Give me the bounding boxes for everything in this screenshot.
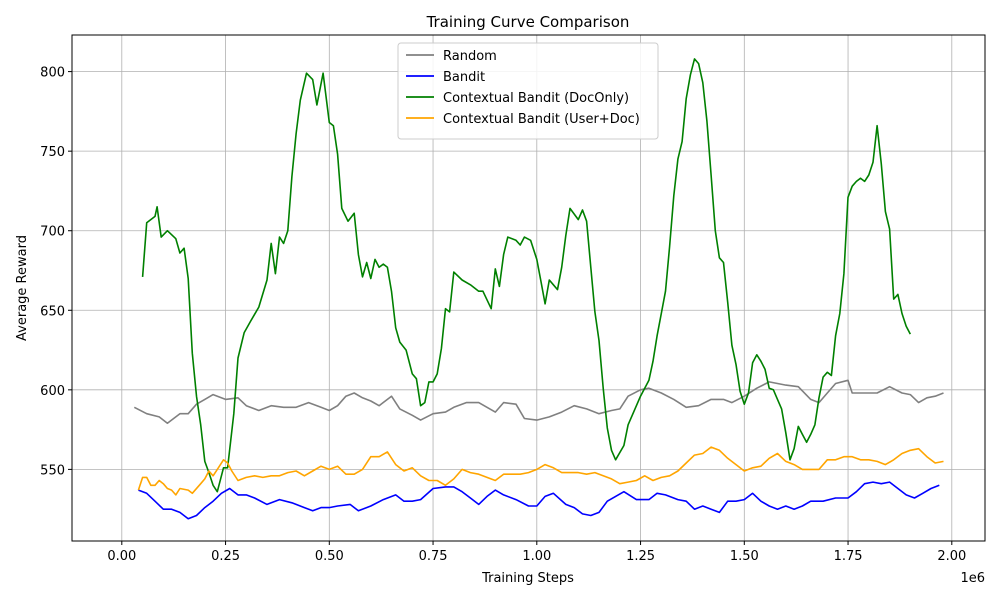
plot-area-frame xyxy=(71,34,986,542)
y-tick-label: 600 xyxy=(40,384,65,399)
x-axis-ticks: 0.00 0.25 0.50 0.75 1.00 1.25 1.50 1.75 2.00 xyxy=(107,541,966,564)
legend-label: Contextual Bandit (DocOnly) xyxy=(443,91,629,106)
x-tick-label: 2.00 xyxy=(937,549,966,564)
legend-label: Contextual Bandit (User+Doc) xyxy=(443,112,640,127)
x-axis-label: Training Steps xyxy=(481,571,574,586)
y-tick-label: 650 xyxy=(40,304,65,319)
legend-box xyxy=(397,42,659,140)
x-tick-label: 1.50 xyxy=(730,549,759,564)
y-tick-label: 700 xyxy=(40,225,65,240)
y-tick-label: 800 xyxy=(40,66,65,81)
x-tick-label: 0.00 xyxy=(107,549,136,564)
y-axis-ticks: 550 600 650 700 750 800 xyxy=(40,66,72,478)
x-tick-label: 0.75 xyxy=(419,549,448,564)
y-tick-label: 550 xyxy=(40,463,65,478)
chart-title: Training Curve Comparison xyxy=(426,13,630,31)
y-tick-label: 750 xyxy=(40,145,65,160)
x-tick-label: 1.00 xyxy=(522,549,551,564)
x-tick-label: 0.25 xyxy=(211,549,240,564)
x-axis-offset-label: 1e6 xyxy=(960,571,985,586)
series-line-0 xyxy=(133,379,944,425)
legend-label: Random xyxy=(443,49,497,64)
x-tick-label: 0.50 xyxy=(315,549,344,564)
y-axis-label: Average Reward xyxy=(15,235,30,341)
series-line-1 xyxy=(138,481,940,520)
series-line-3 xyxy=(137,446,944,496)
legend-label: Bandit xyxy=(443,70,485,85)
x-tick-label: 1.75 xyxy=(834,549,863,564)
x-tick-label: 1.25 xyxy=(626,549,655,564)
legend: Random Bandit Contextual Bandit (DocOnly) C… xyxy=(397,42,659,140)
series-line-2 xyxy=(141,58,912,493)
series-layer xyxy=(133,58,944,520)
